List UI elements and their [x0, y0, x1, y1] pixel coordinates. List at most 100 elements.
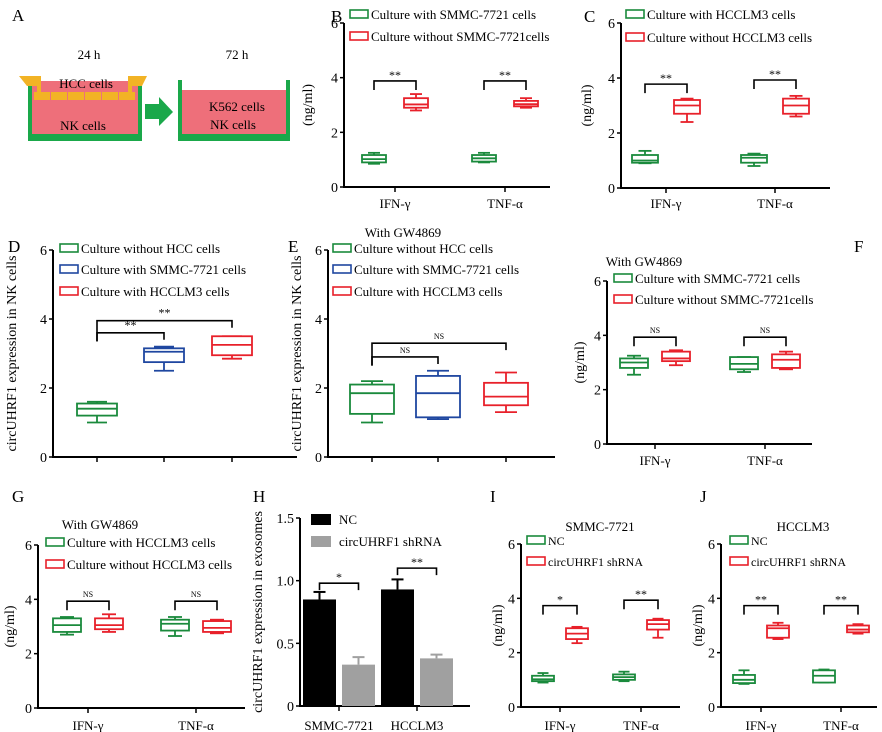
legend-swatch: [332, 243, 352, 253]
panel-letter-f: F: [854, 237, 863, 256]
legend-swatch: [45, 537, 65, 547]
box-red: [771, 350, 801, 371]
box-body: [661, 350, 691, 363]
insert-wall-left: [37, 76, 41, 93]
insert-wall-right: [128, 76, 132, 93]
legend-swatch: [59, 286, 79, 296]
y-tick-label: 6: [331, 17, 338, 32]
well-medium: [29, 81, 141, 139]
y-tick-label: 4: [608, 72, 615, 87]
y-tick-label: 6: [508, 538, 515, 553]
box-blue: [415, 369, 461, 420]
legend-swatch: [613, 273, 633, 283]
panel-f: F With GW4869 0 2 4 6 (ng/ml) IFN-γ TNF-α Culture…: [573, 237, 863, 468]
legend-label: Culture without HCC cells: [354, 241, 493, 256]
culture-well: K562 cells NK cells: [178, 80, 290, 141]
y-tick-label: 6: [608, 17, 615, 32]
y-tick-label: 0: [25, 702, 32, 717]
y-tick-label: 4: [508, 592, 515, 607]
y-tick-label: 4: [25, 593, 32, 608]
insert-rim-right: [129, 76, 147, 86]
significance-bracket: [644, 83, 688, 94]
legend-label: circUHRF1 shRNA: [339, 534, 443, 549]
y-tick-label: 6: [708, 538, 715, 553]
y-axis-label: (ng/ml): [580, 84, 595, 126]
y-tick-label: 0: [315, 451, 322, 466]
significance-bracket: [633, 336, 677, 347]
box-body: [483, 381, 529, 407]
x-tick-label: IFN-γ: [639, 453, 670, 468]
box-red: [513, 97, 539, 109]
y-tick-label: 6: [40, 244, 47, 259]
box-red: [782, 94, 810, 118]
y-tick-label: 0: [594, 438, 601, 453]
significance-bracket: [753, 79, 797, 89]
x-tick-label: SMMC-7721: [304, 718, 373, 732]
k562-cells-label: K562 cells: [209, 99, 265, 114]
box-body: [771, 353, 801, 369]
y-tick-label: 6: [315, 244, 322, 259]
box-red: [646, 617, 670, 639]
x-tick-label: HCCLM3: [391, 718, 444, 732]
box-red: [94, 613, 124, 633]
y-tick-label: 1.0: [277, 575, 295, 590]
legend-label: circUHRF1 shRNA: [548, 555, 643, 569]
y-tick-label: 2: [25, 648, 32, 663]
significance-label: **: [411, 555, 423, 569]
x-tick-label: TNF-α: [487, 196, 523, 211]
membrane-segment: [51, 92, 67, 100]
significance-bracket: [743, 604, 779, 615]
panel-j: J HCCLM3 0 2 4 6 (ng/ml) IFN-γ TNF-α NC circUHRF1 …: [691, 487, 877, 732]
box-body: [415, 375, 461, 419]
panel-e: E With GW4869 0 2 4 6 circUHRF1 expression in …: [288, 225, 555, 466]
box-body: [740, 154, 768, 164]
legend-label: NC: [339, 512, 357, 527]
box-red: [202, 618, 232, 635]
y-tick-label: 4: [40, 313, 47, 328]
significance-bracket: [542, 604, 578, 615]
significance-bracket: [318, 582, 360, 591]
legend-swatch: [332, 264, 352, 274]
panel-b: B 0 2 4 6 (ng/ml) IFN-γ TNF-α Culture with SMMC-…: [301, 7, 550, 211]
y-tick-label: 6: [594, 275, 601, 290]
box-body: [673, 99, 701, 115]
significance-bracket: [623, 599, 659, 610]
box-green: [52, 616, 82, 636]
panel-g: G With GW4869 0 2 4 6 (ng/ml) IFN-γ TNF-α Culture…: [3, 487, 245, 732]
significance-label: **: [159, 306, 171, 320]
box-green: [76, 400, 118, 424]
membrane-segment: [85, 92, 101, 100]
significance-label: **: [635, 587, 647, 601]
y-axis-label: (ng/ml): [301, 84, 316, 126]
legend-swatch: [625, 9, 645, 19]
panel-letter-d: D: [8, 237, 20, 256]
y-axis-label: circUHRF1 expression in NK cells: [290, 256, 305, 452]
box-green: [812, 668, 836, 684]
significance-label: **: [389, 68, 401, 82]
y-axis-label: (ng/ml): [491, 604, 506, 646]
well-wall-right: [138, 80, 142, 141]
box-body: [631, 154, 659, 164]
well-wall-left: [28, 80, 32, 141]
legend-swatch: [59, 243, 79, 253]
y-tick-label: 1.5: [277, 512, 295, 527]
box-red: [846, 623, 870, 635]
box-green: [619, 354, 649, 376]
significance-bracket: [96, 319, 233, 342]
legend-label: Culture without HCCLM3 cells: [647, 30, 812, 45]
hcc-cells-label: HCC cells: [59, 76, 113, 91]
legend-swatch: [613, 294, 633, 304]
legend-label: Culture with SMMC-7721 cells: [635, 271, 800, 286]
y-axis-label: (ng/ml): [691, 604, 706, 646]
significance-label: *: [336, 570, 342, 584]
legend-label: Culture with HCCLM3 cells: [647, 7, 795, 22]
chart-title: SMMC-7721: [565, 519, 634, 534]
insert-rim-left: [19, 76, 40, 86]
legend-swatch: [625, 32, 645, 42]
significance-label: NS: [400, 346, 410, 355]
chart-title: With GW4869: [606, 254, 682, 269]
legend-label: Culture with SMMC-7721 cells: [81, 262, 246, 277]
membrane-segment: [119, 92, 135, 100]
box-body: [94, 617, 124, 631]
panel-letter-c: C: [584, 7, 595, 26]
